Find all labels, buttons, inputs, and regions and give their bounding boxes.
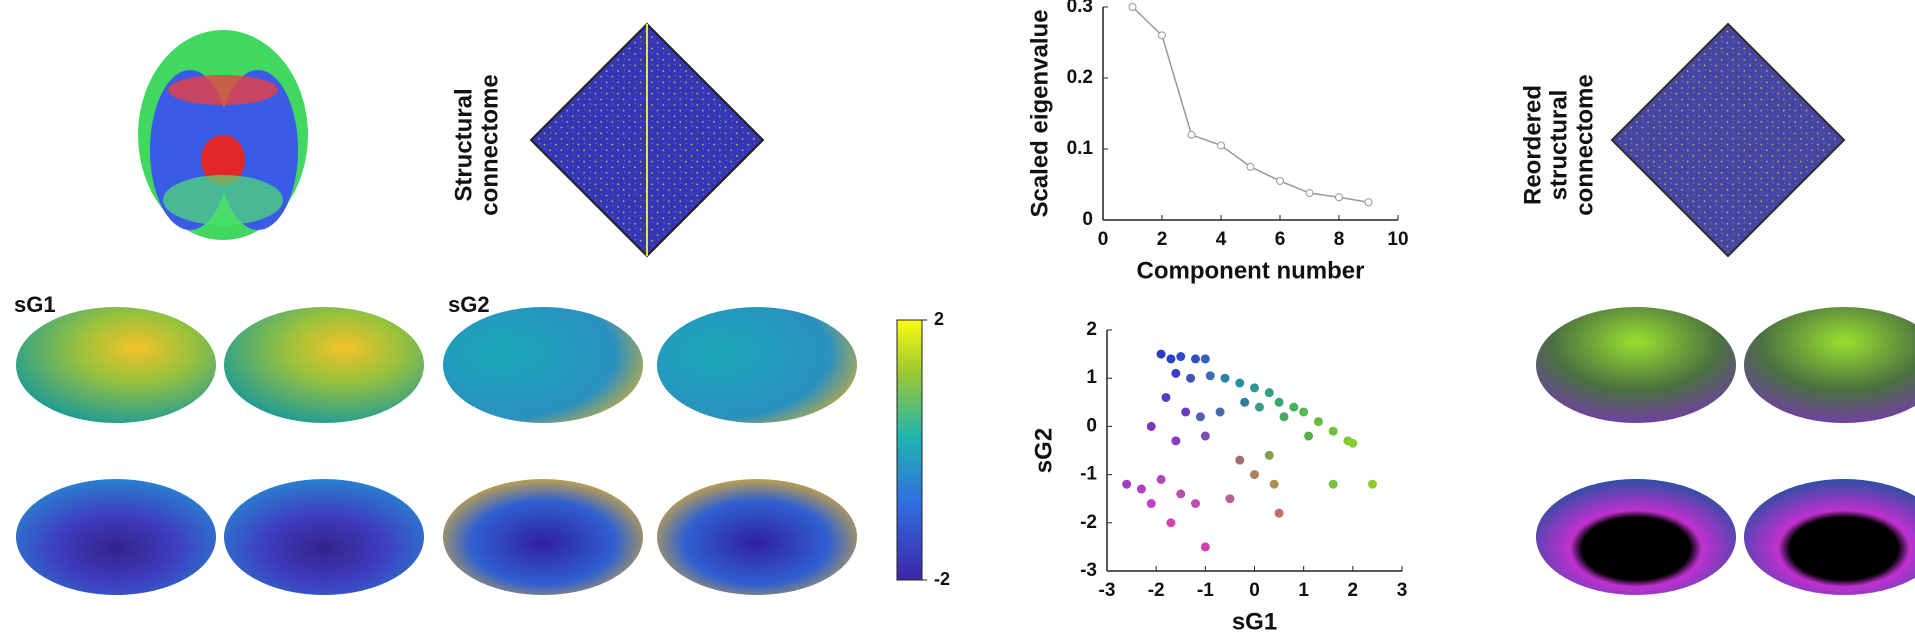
point — [1218, 142, 1225, 149]
y-tick-label: -2 — [1080, 512, 1097, 533]
point — [1201, 542, 1210, 551]
point — [1280, 412, 1289, 421]
point — [1250, 383, 1259, 392]
y-tick-label: 1 — [1086, 367, 1097, 388]
point — [1176, 352, 1185, 361]
point — [1147, 422, 1156, 431]
panel-label: structural — [1545, 90, 1572, 201]
panel-label: sG2 — [448, 292, 490, 317]
panel-label: connectome — [1571, 74, 1598, 215]
point — [1265, 388, 1274, 397]
point — [1235, 379, 1244, 388]
point — [1191, 499, 1200, 508]
point — [1176, 489, 1185, 498]
x-tick-label: 10 — [1387, 229, 1408, 250]
point — [1304, 432, 1313, 441]
point — [1171, 369, 1180, 378]
point — [1250, 470, 1259, 479]
panel-label: connectome — [476, 74, 503, 215]
x-tick-label: 8 — [1334, 229, 1345, 250]
point — [1181, 407, 1190, 416]
point — [1201, 354, 1210, 363]
point — [1270, 480, 1279, 489]
x-tick-label: 0 — [1098, 229, 1109, 250]
y-tick-label: 0.3 — [1067, 0, 1093, 17]
x-tick-label: -1 — [1197, 580, 1214, 601]
reordered-matrix — [1612, 24, 1844, 256]
point — [1147, 499, 1156, 508]
point — [1196, 412, 1205, 421]
x-tick-label: -3 — [1099, 580, 1116, 601]
colorbar-tick-label: 2 — [934, 309, 944, 329]
point — [1329, 480, 1338, 489]
panel-label: Reordered — [1519, 85, 1546, 205]
connectome-matrix — [531, 24, 763, 256]
point — [1166, 518, 1175, 527]
x-tick-label: 1 — [1298, 580, 1309, 601]
point — [1348, 439, 1357, 448]
x-tick-label: 2 — [1157, 229, 1168, 250]
x-tick-label: 0 — [1249, 580, 1260, 601]
point — [1129, 4, 1136, 11]
brains — [16, 307, 1915, 595]
point — [1166, 354, 1175, 363]
point — [1275, 509, 1284, 518]
x-tick-label: 2 — [1348, 580, 1359, 601]
point — [1159, 32, 1166, 39]
point — [1314, 417, 1323, 426]
point — [1299, 407, 1308, 416]
point — [1336, 194, 1343, 201]
point — [1368, 480, 1377, 489]
point — [1186, 374, 1195, 383]
point — [1171, 436, 1180, 445]
x-tick-label: 6 — [1275, 229, 1286, 250]
point — [1191, 354, 1200, 363]
y-axis-label: Scaled eigenvalue — [1026, 9, 1053, 217]
x-tick-label: 3 — [1397, 580, 1408, 601]
point — [1247, 163, 1254, 170]
point — [1329, 427, 1338, 436]
x-tick-label: 4 — [1216, 229, 1227, 250]
point — [1365, 199, 1372, 206]
point — [1188, 131, 1195, 138]
y-tick-label: 0 — [1086, 415, 1097, 436]
x-axis-label: Component number — [1137, 257, 1365, 284]
y-axis-label: sG2 — [1030, 428, 1057, 473]
y-tick-label: -3 — [1080, 560, 1097, 581]
y-tick-label: 2 — [1086, 319, 1097, 340]
y-tick-label: -1 — [1080, 464, 1097, 485]
x-tick-label: -2 — [1148, 580, 1165, 601]
point — [1137, 485, 1146, 494]
figure: StructuralconnectomeReorderedstructuralc… — [0, 0, 1915, 642]
point — [1289, 403, 1298, 412]
point — [1225, 494, 1234, 503]
point — [1201, 432, 1210, 441]
point — [1235, 456, 1244, 465]
point — [1157, 350, 1166, 359]
colorbar — [897, 320, 922, 580]
y-tick-label: 0 — [1082, 209, 1093, 230]
x-axis-label: sG1 — [1232, 608, 1277, 635]
panel-label: Structural — [450, 88, 477, 201]
point — [1216, 407, 1225, 416]
tractography — [138, 30, 308, 240]
panel-label: sG1 — [14, 292, 56, 317]
point — [1206, 371, 1215, 380]
point — [1157, 475, 1166, 484]
point — [1306, 190, 1313, 197]
point — [1265, 451, 1274, 460]
point — [1240, 398, 1249, 407]
point — [1221, 374, 1230, 383]
y-tick-label: 0.2 — [1067, 67, 1093, 88]
point — [1277, 177, 1284, 184]
point — [1255, 403, 1264, 412]
y-tick-label: 0.1 — [1067, 138, 1094, 159]
colorbar-tick-label: -2 — [934, 569, 950, 589]
point — [1275, 398, 1284, 407]
point — [1122, 480, 1131, 489]
line — [1133, 7, 1369, 202]
point — [1162, 393, 1171, 402]
